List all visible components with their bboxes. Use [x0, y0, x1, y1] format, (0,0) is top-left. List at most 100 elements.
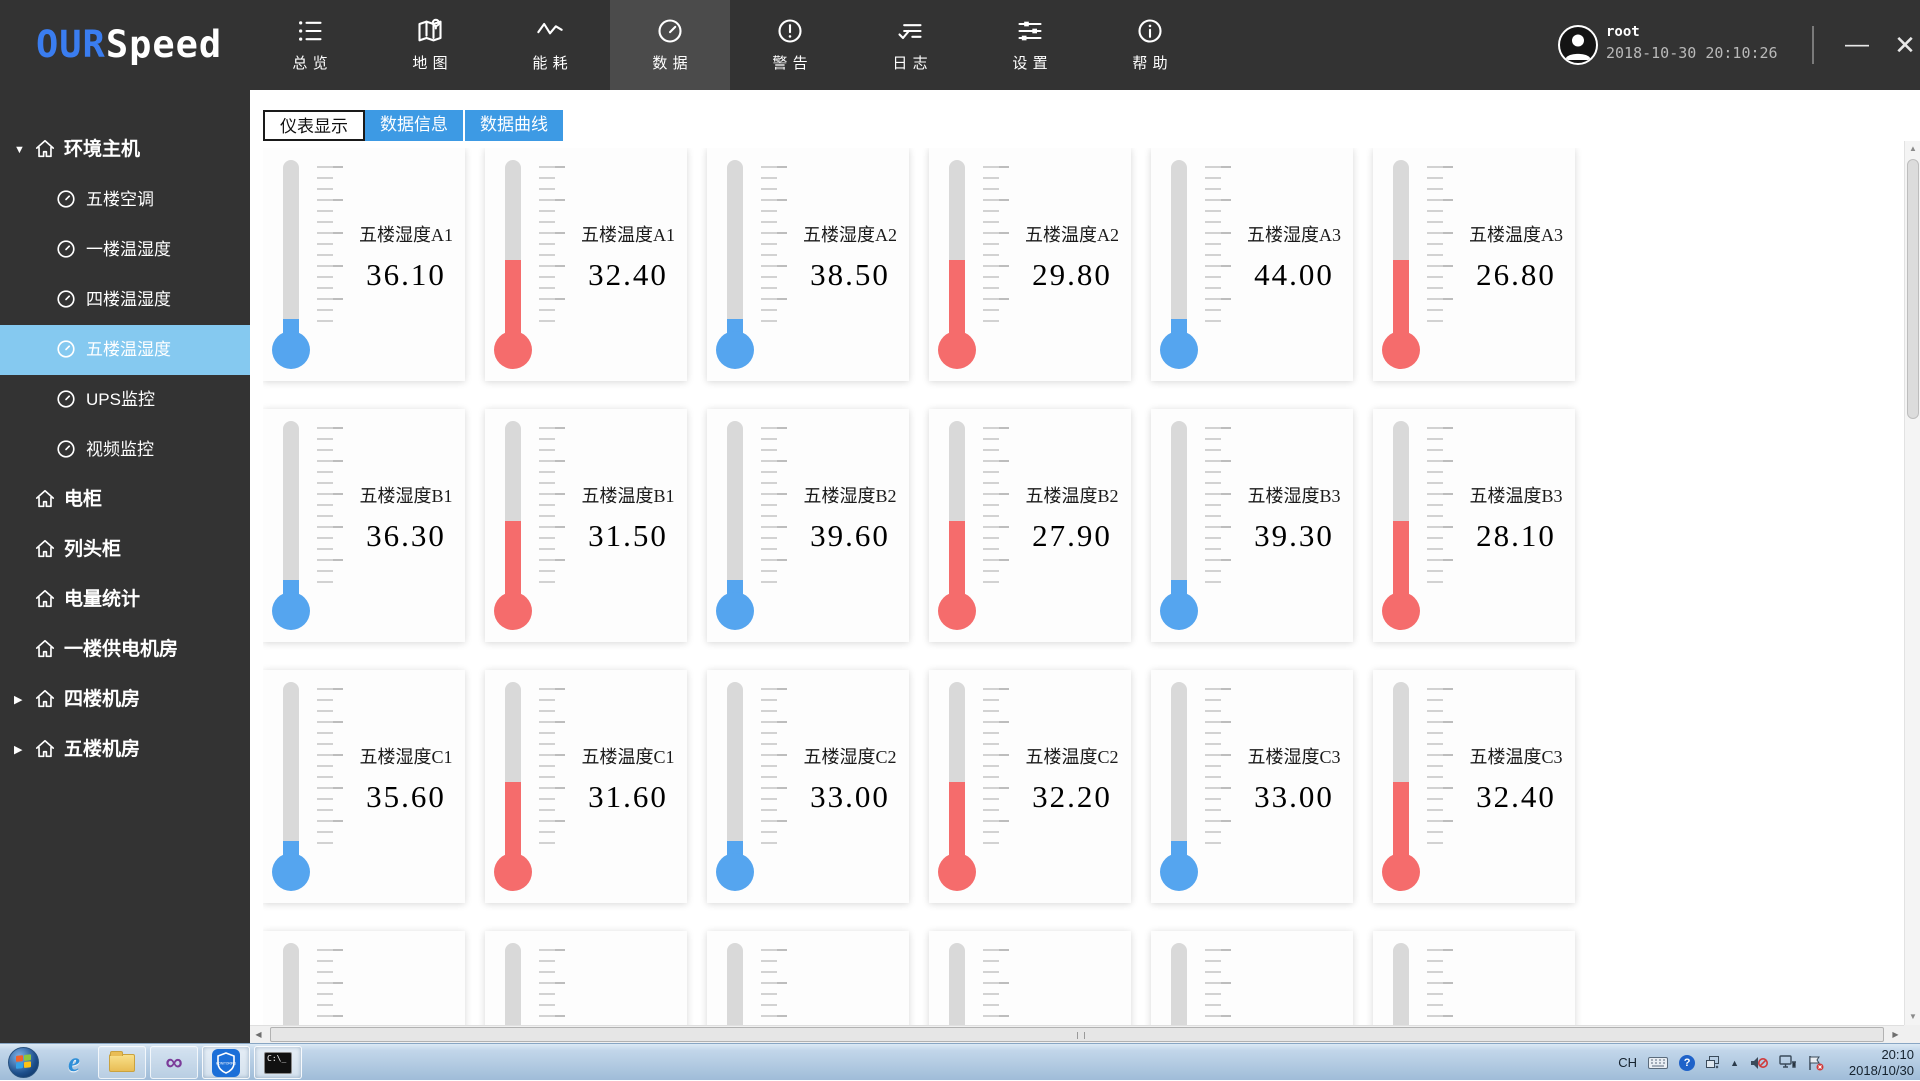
nav-item-logs[interactable]: 日志: [850, 0, 970, 90]
visual-studio-button[interactable]: ∞: [150, 1046, 198, 1079]
sidebar-item-floor5-room[interactable]: ▶五楼机房: [0, 725, 250, 775]
thermometer-scale: [1205, 688, 1231, 847]
thermometer-tube: [283, 160, 299, 341]
thermometer-icon: [713, 417, 797, 634]
close-button[interactable]: ✕: [1888, 28, 1920, 62]
nav-label: 日志: [892, 52, 933, 73]
sidebar-item-env-host[interactable]: ▼环境主机: [0, 125, 250, 175]
horizontal-scroll-thumb[interactable]: [270, 1027, 1884, 1042]
tab-gauge-display[interactable]: 仪表显示: [263, 110, 365, 141]
vertical-scrollbar[interactable]: ▲ ▼: [1904, 141, 1920, 1025]
windows-taskbar: e ∞ MONITORING C:\_ CH ? ▲ 20:10 2018/10…: [0, 1043, 1920, 1080]
taskbar-clock[interactable]: 20:10 2018/10/30: [1828, 1047, 1914, 1079]
network-icon[interactable]: [1779, 1055, 1797, 1070]
nav-item-help[interactable]: 帮助: [1090, 0, 1210, 90]
sidebar-item-ups-monitor[interactable]: UPS监控: [0, 375, 250, 425]
log-icon: [896, 17, 924, 45]
sidebar-item-floor1-powerroom[interactable]: 一楼供电机房: [0, 625, 250, 675]
nav-item-map[interactable]: 地图: [370, 0, 490, 90]
show-hidden-icons[interactable]: ▲: [1730, 1058, 1739, 1068]
scroll-up-arrow-icon[interactable]: ▲: [1905, 141, 1920, 157]
thermometer-icon: [491, 939, 575, 1028]
sidebar-item-floor4-room[interactable]: ▶ 四楼机房: [0, 675, 250, 725]
sidebar-item-floor5-humitemp[interactable]: 五楼温湿度: [0, 325, 250, 375]
tab-data-info[interactable]: 数据信息: [365, 110, 465, 141]
tab-data-curve[interactable]: 数据曲线: [465, 110, 565, 141]
thermometer-tube: [1393, 160, 1409, 341]
nav-item-settings[interactable]: 设置: [970, 0, 1090, 90]
thermometer-tube: [949, 421, 965, 602]
scroll-left-arrow-icon[interactable]: ◀: [250, 1026, 267, 1044]
language-indicator[interactable]: CH: [1618, 1055, 1637, 1070]
tree-right-arrow-icon[interactable]: ▶: [14, 675, 30, 725]
thermometer-scale: [1205, 949, 1231, 1028]
nav-item-overview[interactable]: 总览: [250, 0, 370, 90]
internet-explorer-button[interactable]: e: [56, 1046, 92, 1079]
sidebar-item-floor5-ac[interactable]: 五楼空调: [0, 175, 250, 225]
sensor-info: 五楼温度D1: [575, 931, 681, 1028]
scroll-right-arrow-icon[interactable]: ▶: [1887, 1026, 1904, 1044]
thermometer-scale: [1427, 427, 1453, 586]
scroll-down-arrow-icon[interactable]: ▼: [1905, 1009, 1920, 1025]
thermometer-scale: [761, 427, 787, 586]
sidebar-item-row-head-cabinet[interactable]: 列头柜: [0, 525, 250, 575]
monitoring-app-button[interactable]: MONITORING: [202, 1046, 250, 1079]
gauge-icon: [55, 438, 77, 460]
help-tray-icon[interactable]: ?: [1679, 1055, 1695, 1071]
command-prompt-icon: C:\_: [264, 1052, 292, 1074]
action-center-flag-icon[interactable]: [1808, 1055, 1824, 1071]
sensor-value: 27.90: [1032, 518, 1112, 554]
volume-muted-icon[interactable]: [1750, 1055, 1768, 1071]
nav-item-alerts[interactable]: 警告: [730, 0, 850, 90]
restore-window-icon[interactable]: [1706, 1056, 1719, 1069]
keyboard-icon[interactable]: [1648, 1056, 1668, 1070]
gauge-card: 五楼湿度D3: [1151, 931, 1353, 1028]
sidebar-item-floor4-humitemp[interactable]: 四楼温湿度: [0, 275, 250, 325]
thermometer-tube: [1171, 160, 1187, 341]
sidebar-item-video-monitor[interactable]: 视频监控: [0, 425, 250, 475]
sensor-label: 五楼湿度A2: [803, 221, 897, 247]
tree-right-arrow-icon[interactable]: ▶: [14, 725, 30, 775]
horizontal-scrollbar[interactable]: ◀ ▶: [250, 1025, 1904, 1043]
nav-label: 帮助: [1132, 52, 1173, 73]
thermometer-bulb: [272, 853, 310, 891]
sensor-value: 33.00: [1254, 779, 1334, 815]
tree-down-arrow-icon[interactable]: ▼: [14, 125, 30, 175]
sensor-value: 29.80: [1032, 257, 1112, 293]
vertical-scroll-thumb[interactable]: [1907, 159, 1919, 419]
nav-label: 地图: [412, 52, 453, 73]
thermometer-scale: [761, 949, 787, 1028]
thermometer-tube: [727, 160, 743, 341]
login-datetime: 2018-10-30 20:10:26: [1606, 44, 1778, 62]
sidebar-item-power-stats[interactable]: 电量统计: [0, 575, 250, 625]
home-icon: [34, 688, 56, 710]
thermometer-tube: [505, 943, 521, 1028]
gauge-icon: [55, 388, 77, 410]
sensor-value: 33.00: [810, 779, 890, 815]
nav-label: 数据: [652, 52, 693, 73]
explorer-button[interactable]: [98, 1046, 146, 1079]
thermometer-fill: [505, 782, 521, 863]
sidebar-item-power-cabinet[interactable]: 电柜: [0, 475, 250, 525]
start-button[interactable]: [8, 1047, 39, 1078]
user-avatar-icon[interactable]: [1558, 25, 1598, 65]
sidebar-item-label: 四楼机房: [64, 675, 140, 725]
gauge-icon: [656, 17, 684, 45]
thermometer-tube: [727, 682, 743, 863]
home-icon: [34, 588, 56, 610]
nav-item-data[interactable]: 数据: [610, 0, 730, 90]
nav-item-energy[interactable]: 能耗: [490, 0, 610, 90]
minimize-button[interactable]: —: [1840, 28, 1874, 62]
thermometer-scale: [539, 166, 565, 325]
sensor-label: 五楼湿度B3: [1247, 482, 1340, 508]
sidebar-item-floor1-humitemp[interactable]: 一楼温湿度: [0, 225, 250, 275]
command-prompt-button[interactable]: C:\_: [254, 1046, 302, 1079]
sensor-value: 32.40: [1476, 779, 1556, 815]
